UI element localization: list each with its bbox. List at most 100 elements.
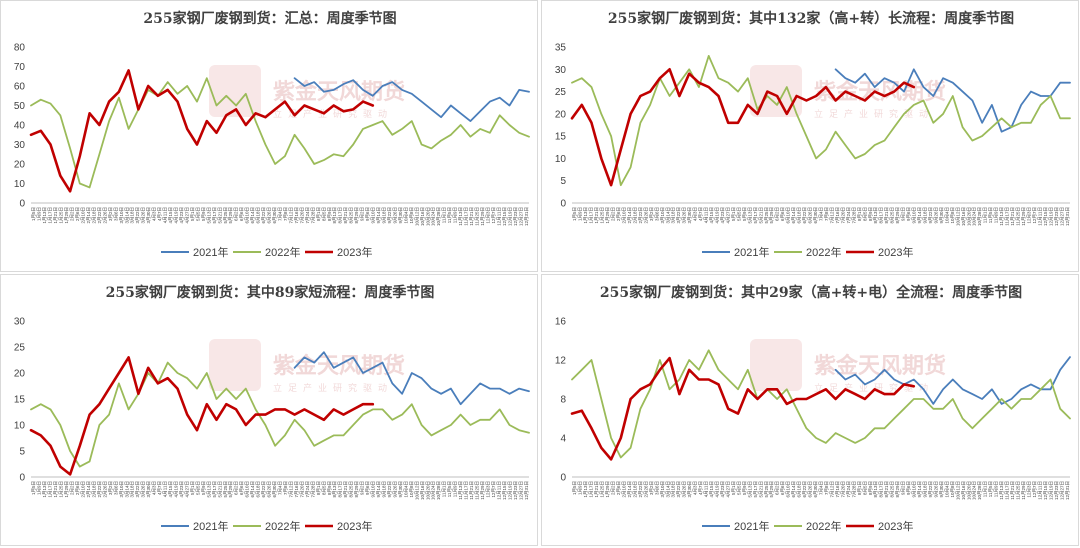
x-tick-label: 10月20日 [966,481,972,500]
x-tick-label: 6月18日 [797,481,803,498]
x-tick-label: 3月30日 [146,207,152,224]
x-tick-label: 7月8日 [824,481,830,495]
x-tick-label: 12月27日 [518,481,524,500]
x-tick-label: 6月18日 [797,207,803,224]
x-tick-label: 11月25日 [475,207,481,226]
x-tick-label: 6月14日 [791,481,797,498]
x-tick-label: 11月21日 [469,481,475,500]
y-tick-label: 0 [560,199,566,210]
x-tick-label: 1月17日 [48,481,54,498]
x-tick-label: 4月23日 [720,207,726,224]
x-tick-label: 1月13日 [42,207,48,224]
x-tick-label: 10月4日 [403,481,409,498]
x-tick-label: 10月12日 [955,207,961,226]
chart-title: 255家钢厂废钢到货：其中29家（高+转+电）全流程：周度季节图 [600,284,1022,301]
x-tick-label: 12月7日 [1032,481,1038,498]
x-tick-label: 8月5日 [321,481,327,495]
x-tick-label: 9月18日 [381,481,387,498]
y-tick-label: 5 [19,447,25,458]
x-tick-label: 6月2日 [775,207,781,221]
x-tick-label: 10月8日 [409,481,415,498]
y-tick-label: 10 [14,421,26,432]
x-tick-label: 11月5日 [447,481,453,497]
x-tick-label: 5月5日 [736,481,742,495]
x-tick-label: 3月6日 [113,481,119,495]
x-tick-label: 8月21日 [884,481,890,498]
x-tick-label: 5月13日 [206,207,212,224]
chart-title: 255家钢厂废钢到货：其中132家（高+转）长流程：周度季节图 [608,10,1014,27]
x-tick-label: 11月5日 [988,207,994,223]
x-tick-label: 12月23日 [513,481,519,500]
x-tick-label: 4月11日 [704,481,710,497]
x-tick-label: 8月9日 [868,207,874,221]
x-tick-label: 1月13日 [42,481,48,498]
x-tick-label: 11月13日 [458,481,464,500]
x-tick-label: 7月20日 [840,207,846,224]
x-tick-label: 12月27日 [1059,481,1065,500]
x-tick-label: 11月13日 [458,207,464,226]
x-tick-label: 1月5日 [31,481,37,495]
chart-panel-total: 255家钢厂废钢到货：汇总：周度季节图 紫金天风期货 立足产业研究驱动 0 10 20 30… [0,0,538,272]
x-tick-label: 4月23日 [720,481,726,498]
x-tick-label: 2月14日 [86,207,92,224]
x-tick-label: 3月18日 [671,207,677,224]
x-tick-label: 11月1日 [983,207,989,223]
x-tick-label: 1月25日 [600,481,606,498]
x-tick-label: 3月30日 [687,207,693,224]
x-tick-label: 3月18日 [671,481,677,498]
y-tick-label: 15 [555,132,567,143]
x-tick-label: 12月19日 [1048,207,1054,226]
x-tick-label: 10月24日 [431,481,437,500]
x-tick-label: 12月23日 [513,207,519,226]
y-tick-label: 25 [555,87,567,98]
x-tick-label: 7月12日 [829,481,835,498]
x-tick-label: 5月1日 [731,481,737,495]
x-tick-label: 7月24日 [305,207,311,224]
x-tick-label: 6月6日 [239,207,245,221]
x-tick-label: 12月3日 [485,481,491,498]
x-tick-label: 6月26日 [267,207,273,224]
x-tick-label: 7月12日 [829,207,835,224]
x-tick-label: 10月24日 [431,207,437,226]
y-tick-label: 80 [14,43,26,54]
x-tick-label: 3月26日 [141,207,147,224]
x-tick-label: 8月13日 [873,207,879,224]
x-tick-label: 8月21日 [884,207,890,224]
x-tick-label: 2月22日 [638,481,644,498]
x-tick-label: 7月16日 [835,207,841,224]
x-tick-label: 2月2日 [611,481,617,495]
x-tick-label: 1月29日 [605,481,611,498]
x-tick-label: 9月30日 [939,207,945,224]
x-tick-label: 4月7日 [157,207,163,221]
x-tick-label: 11月5日 [988,481,994,497]
x-tick-label: 5月13日 [206,481,212,498]
x-tick-label: 7月12日 [288,207,294,224]
x-tick-label: 10月28日 [977,207,983,226]
x-tick-label: 10月4日 [944,481,950,498]
x-tick-label: 10月8日 [950,481,956,498]
x-tick-label: 8月1日 [316,207,322,221]
series-line-2023 [570,68,916,187]
x-tick-label: 9月6日 [365,481,371,495]
x-tick-label: 12月3日 [1026,207,1032,224]
x-tick-label: 5月13日 [747,207,753,224]
x-tick-label: 10月24日 [972,207,978,226]
x-tick-label: 1月21日 [53,481,59,498]
x-tick-label: 12月15日 [1043,207,1049,226]
x-tick-label: 3月22日 [676,207,682,224]
x-tick-label: 5月29日 [228,481,234,498]
x-tick-label: 10月16日 [420,207,426,226]
x-tick-label: 2月26日 [643,481,649,498]
x-tick-label: 10月20日 [966,207,972,226]
chart-legend: 2021年 2022年 2023年 [161,245,372,259]
x-tick-label: 8月25日 [349,207,355,224]
chart-legend: 2021年 2022年 2023年 [702,245,913,259]
x-tick-label: 3月10日 [660,481,666,498]
x-tick-label: 3月26日 [682,481,688,498]
x-tick-label: 8月17日 [879,207,885,224]
x-tick-label: 1月9日 [37,207,43,221]
x-tick-label: 11月29日 [480,481,486,500]
chart-panel-long-process: 255家钢厂废钢到货：其中132家（高+转）长流程：周度季节图 紫金天风期货 立足产… [541,0,1079,272]
x-tick-label: 8月5日 [862,481,868,495]
x-tick-label: 9月30日 [398,207,404,224]
